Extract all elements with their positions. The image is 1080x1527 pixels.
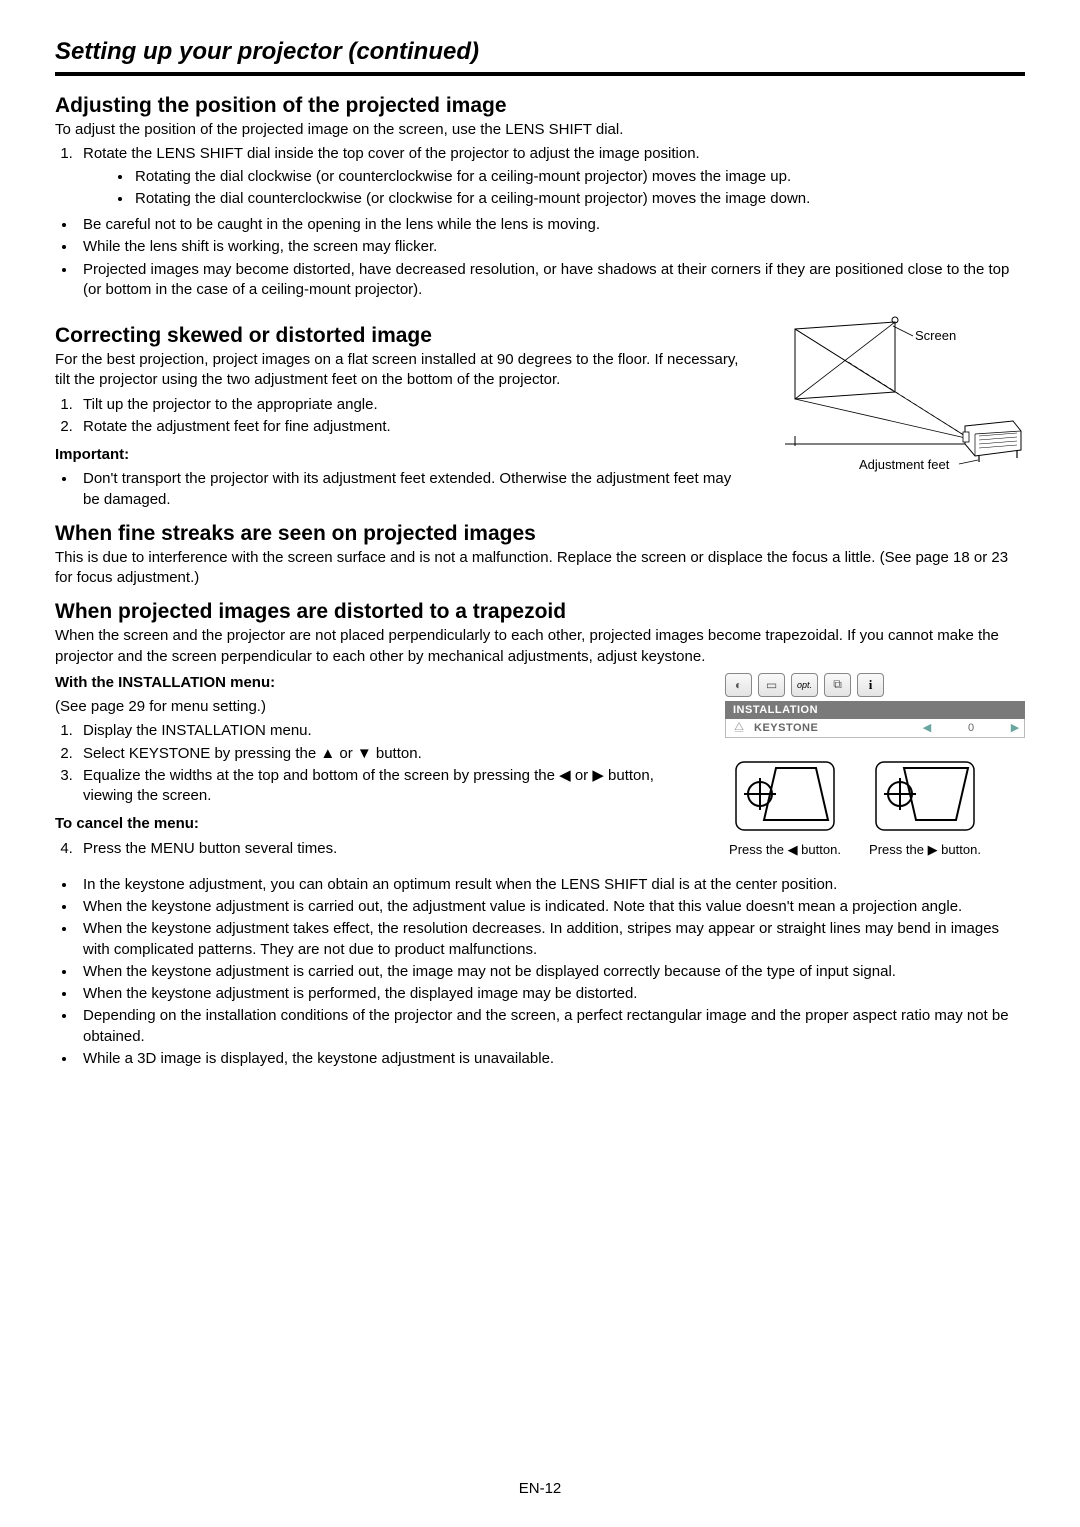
list-item: Rotating the dial counterclockwise (or c… xyxy=(133,189,1025,209)
with-menu-note: (See page 29 for menu setting.) xyxy=(55,697,705,717)
list-item: Projected images may become distorted, h… xyxy=(77,260,1025,301)
section-heading-adjust: Adjusting the position of the projected … xyxy=(55,94,1025,118)
list-item: Press the MENU button several times. xyxy=(77,839,705,859)
feet-label: Adjustment feet xyxy=(859,457,949,472)
screen-label: Screen xyxy=(915,328,956,343)
list-item: When the keystone adjustment is performe… xyxy=(77,984,1025,1004)
list-item: When the keystone adjustment is carried … xyxy=(77,962,1025,982)
list-item: Depending on the installation conditions… xyxy=(77,1006,1025,1047)
menu-title-bar: INSTALLATION xyxy=(725,701,1025,719)
list-item: Don't transport the projector with its a… xyxy=(77,469,745,510)
lamp-icon: ◐ xyxy=(735,678,742,692)
important-list: Don't transport the projector with its a… xyxy=(77,469,745,510)
keystone-left: Press the ◀ button. xyxy=(725,756,845,858)
list-item: While the lens shift is working, the scr… xyxy=(77,237,1025,257)
press-right-label: Press the ▶ button. xyxy=(865,842,985,858)
keystone-illustrations: Press the ◀ button. Press the ▶ button. xyxy=(725,756,1025,858)
menu-tab-icon: ◐ xyxy=(725,673,752,697)
text: Rotate the LENS SHIFT dial inside the to… xyxy=(83,145,700,162)
cancel-steps: Press the MENU button several times. xyxy=(77,839,705,859)
list-item: When the keystone adjustment is carried … xyxy=(77,897,1025,917)
trapezoid-intro: When the screen and the projector are no… xyxy=(55,626,1025,667)
arrow-right-icon: ▶ xyxy=(1006,721,1024,734)
menu-value: 0 xyxy=(936,722,1006,734)
list-item: Equalize the widths at the top and botto… xyxy=(77,766,705,807)
list-item: In the keystone adjustment, you can obta… xyxy=(77,875,1025,895)
list-item: Be careful not to be caught in the openi… xyxy=(77,215,1025,235)
list-item: Select KEYSTONE by pressing the ▲ or ▼ b… xyxy=(77,744,705,764)
installation-menu-graphic: ◐ ▭ opt. ⧉ i INSTALLATION ⧋ KEYSTONE ◀ 0… xyxy=(725,673,1025,858)
screen-icon: ▭ xyxy=(766,678,777,692)
important-heading: Important: xyxy=(55,445,745,465)
menu-tab-icon: ▭ xyxy=(758,673,785,697)
page-title: Setting up your projector (continued) xyxy=(55,38,1025,66)
page-number: EN-12 xyxy=(0,1480,1080,1497)
adjust-steps: Rotate the LENS SHIFT dial inside the to… xyxy=(77,144,1025,209)
trapezoid-steps: Display the INSTALLATION menu. Select KE… xyxy=(77,721,705,806)
menu-row-label: KEYSTONE xyxy=(752,719,918,737)
press-left-label: Press the ◀ button. xyxy=(725,842,845,858)
arrow-left-icon: ◀ xyxy=(918,721,936,734)
menu-tabs: ◐ ▭ opt. ⧉ i xyxy=(725,673,1025,697)
list-item: While a 3D image is displayed, the keyst… xyxy=(77,1049,1025,1069)
section-heading-trapezoid: When projected images are distorted to a… xyxy=(55,600,1025,624)
list-item: Rotate the adjustment feet for fine adju… xyxy=(77,417,745,437)
menu-tab-icon: ⧉ xyxy=(824,673,851,697)
keystone-right: Press the ▶ button. xyxy=(865,756,985,858)
aspect-icon: ⧉ xyxy=(833,677,842,692)
section-heading-correct: Correcting skewed or distorted image xyxy=(55,324,745,348)
with-menu-heading: With the INSTALLATION menu: xyxy=(55,673,705,693)
list-item: Rotate the LENS SHIFT dial inside the to… xyxy=(77,144,1025,209)
info-icon: i xyxy=(869,677,873,693)
adjust-notes: Be careful not to be caught in the openi… xyxy=(77,215,1025,300)
title-rule xyxy=(55,72,1025,76)
screen-diagram: Screen Adjustment feet xyxy=(765,314,1025,484)
correct-steps: Tilt up the projector to the appropriate… xyxy=(77,395,745,438)
sublist: Rotating the dial clockwise (or counterc… xyxy=(133,167,1025,210)
text: opt. xyxy=(797,680,812,690)
menu-row-keystone: ⧋ KEYSTONE ◀ 0 ▶ xyxy=(725,719,1025,738)
cancel-heading: To cancel the menu: xyxy=(55,814,705,834)
adjust-intro: To adjust the position of the projected … xyxy=(55,120,1025,140)
list-item: Tilt up the projector to the appropriate… xyxy=(77,395,745,415)
menu-tab-info: i xyxy=(857,673,884,697)
section-heading-streaks: When fine streaks are seen on projected … xyxy=(55,522,1025,546)
correct-intro: For the best projection, project images … xyxy=(55,350,745,391)
streaks-body: This is due to interference with the scr… xyxy=(55,548,1025,589)
menu-tab-opt: opt. xyxy=(791,673,818,697)
trapezoid-notes: In the keystone adjustment, you can obta… xyxy=(77,875,1025,1069)
list-item: Display the INSTALLATION menu. xyxy=(77,721,705,741)
list-item: Rotating the dial clockwise (or counterc… xyxy=(133,167,1025,187)
keystone-row-icon: ⧋ xyxy=(726,721,752,734)
list-item: When the keystone adjustment takes effec… xyxy=(77,919,1025,960)
